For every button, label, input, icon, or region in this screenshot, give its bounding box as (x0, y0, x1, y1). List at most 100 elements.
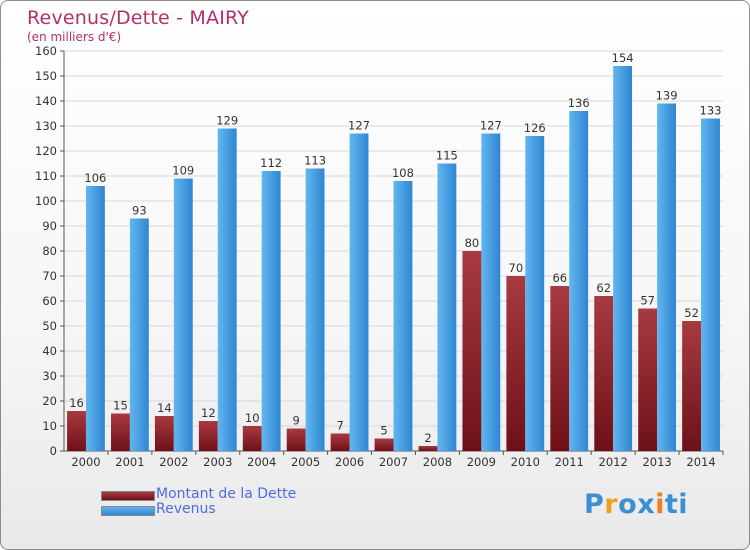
bar-dette (506, 276, 526, 451)
x-tick-label: 2000 (71, 455, 100, 469)
y-tick-label: 150 (35, 69, 57, 83)
bar-dette (198, 421, 218, 451)
bar-revenus (569, 111, 589, 451)
y-tick-label: 130 (35, 119, 57, 133)
y-tick-label: 110 (35, 169, 57, 183)
bar-revenus (217, 128, 237, 451)
data-label-revenus: 112 (260, 156, 282, 170)
data-label-dette: 5 (380, 424, 387, 438)
data-label-dette: 9 (293, 414, 300, 428)
data-label-revenus: 129 (216, 114, 238, 128)
x-tick-label: 2007 (379, 455, 408, 469)
data-label-dette: 14 (157, 401, 172, 415)
data-label-dette: 66 (552, 271, 567, 285)
bar-dette (594, 296, 614, 451)
y-tick-label: 0 (50, 444, 57, 458)
bars (67, 66, 720, 451)
data-label-dette: 15 (113, 399, 128, 413)
y-tick-label: 70 (42, 269, 57, 283)
bar-revenus (349, 133, 369, 451)
bar-revenus (481, 133, 501, 451)
bar-revenus (613, 66, 633, 451)
data-label-revenus: 127 (480, 119, 502, 133)
y-tick-label: 50 (42, 319, 57, 333)
data-label-dette: 12 (201, 406, 216, 420)
logo-letter: x (637, 489, 656, 520)
x-tick-label: 2009 (467, 455, 496, 469)
x-tick-label: 2014 (686, 455, 715, 469)
x-tick-label: 2011 (555, 455, 584, 469)
y-tick-label: 20 (42, 394, 57, 408)
data-label-revenus: 93 (132, 204, 147, 218)
bar-dette (638, 308, 658, 451)
bar-revenus (437, 163, 457, 451)
data-label-revenus: 136 (568, 96, 590, 110)
data-label-revenus: 139 (656, 89, 678, 103)
y-tick-label: 40 (42, 344, 57, 358)
bar-dette (550, 286, 570, 451)
data-label-revenus: 126 (524, 121, 546, 135)
bar-revenus (701, 118, 720, 451)
chart-subtitle: (en milliers d'€) (27, 30, 122, 44)
x-tick-label: 2010 (511, 455, 540, 469)
bar-dette (242, 426, 262, 451)
data-label-revenus: 133 (700, 104, 722, 118)
logo-letter: i (678, 489, 689, 520)
bar-dette (286, 428, 306, 451)
data-label-dette: 52 (684, 306, 699, 320)
axes: 0 10 20 30 40 50 60 70 80 90 100 110 120 130 140 150 160… (35, 44, 724, 469)
data-label-dette: 10 (245, 411, 260, 425)
x-tick-label: 2008 (423, 455, 452, 469)
logo-letter: o (618, 489, 638, 520)
x-tick-label: 2004 (247, 455, 276, 469)
bar-revenus (525, 136, 545, 451)
data-label-revenus: 106 (84, 171, 106, 185)
legend-label-revenus: Revenus (156, 501, 216, 517)
data-label-dette: 7 (336, 419, 343, 433)
bar-revenus (129, 218, 149, 451)
logo-letter: P (584, 489, 605, 520)
legend-swatch-revenus (101, 506, 155, 516)
bar-dette (154, 416, 174, 451)
y-tick-label: 30 (42, 369, 57, 383)
logo-letter: r (604, 489, 619, 520)
data-labels: 16 106 15 93 14 109 12 129 10 112 9 113 7 127 5 108 2 115… (69, 51, 721, 445)
bar-dette (67, 411, 86, 451)
chart-title: Revenus/Dette - MAIRY (27, 7, 249, 29)
data-label-dette: 70 (509, 261, 524, 275)
y-tick-label: 10 (42, 419, 57, 433)
logo-letter: t (664, 489, 679, 520)
bar-dette (462, 251, 482, 451)
data-label-dette: 62 (596, 281, 611, 295)
x-tick-label: 2002 (159, 455, 188, 469)
data-label-dette: 80 (465, 236, 480, 250)
logo-letter: i (655, 489, 665, 520)
bar-revenus (261, 171, 281, 451)
bar-revenus (173, 178, 193, 451)
y-tick-label: 80 (42, 244, 57, 258)
y-tick-label: 100 (35, 194, 57, 208)
bar-dette (374, 438, 394, 451)
y-tick-label: 90 (42, 219, 57, 233)
x-tick-label: 2012 (599, 455, 628, 469)
data-label-dette: 57 (640, 294, 655, 308)
proxiti-logo: Proxiti (584, 489, 688, 520)
data-label-revenus: 108 (392, 166, 414, 180)
data-label-dette: 2 (424, 431, 431, 445)
legend-label-dette: Montant de la Dette (156, 486, 297, 502)
data-label-revenus: 127 (348, 119, 370, 133)
bar-dette (111, 413, 130, 451)
data-label-revenus: 154 (612, 51, 634, 65)
x-tick-label: 2013 (642, 455, 671, 469)
y-tick-label: 140 (35, 94, 57, 108)
bar-dette (418, 446, 438, 451)
x-tick-label: 2005 (291, 455, 320, 469)
y-tick-label: 120 (35, 144, 57, 158)
y-tick-label: 60 (42, 294, 57, 308)
x-tick-label: 2001 (115, 455, 144, 469)
x-tick-label: 2006 (335, 455, 364, 469)
data-label-dette: 16 (69, 396, 84, 410)
y-tick-label: 160 (35, 44, 57, 58)
